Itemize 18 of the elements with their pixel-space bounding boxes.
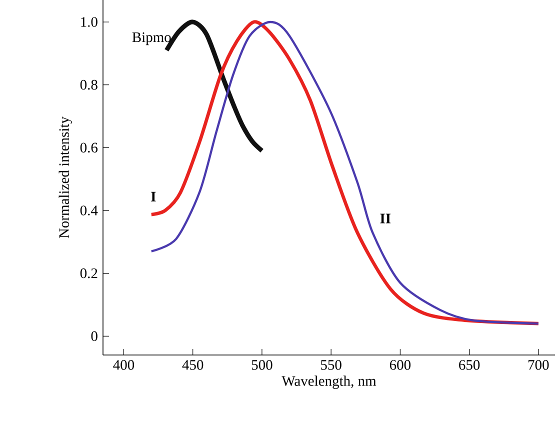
y-tick-label: 0.2	[80, 268, 98, 278]
x-tick-label: 500	[252, 360, 272, 370]
series-label: II	[380, 214, 391, 224]
x-axis-title: Wavelength, nm	[282, 376, 376, 389]
x-tick-label: 600	[390, 360, 411, 370]
y-tick-label: 0.4	[80, 206, 98, 216]
x-tick-label: 450	[182, 360, 204, 370]
x-tick-label: 550	[321, 360, 342, 370]
series-label: I	[151, 192, 156, 202]
y-tick-label: 0.8	[80, 80, 98, 90]
x-tick-label: 400	[113, 360, 134, 370]
x-tick-label: 650	[459, 360, 480, 370]
y-tick-label: 0.6	[80, 142, 98, 153]
y-tick-label: 1.0	[81, 17, 98, 27]
y-axis-title: Normalized intensity	[58, 116, 72, 238]
x-tick-label: 700	[528, 360, 549, 370]
series-label: Bipmo	[132, 32, 171, 46]
y-tick-label: 0	[91, 331, 98, 342]
